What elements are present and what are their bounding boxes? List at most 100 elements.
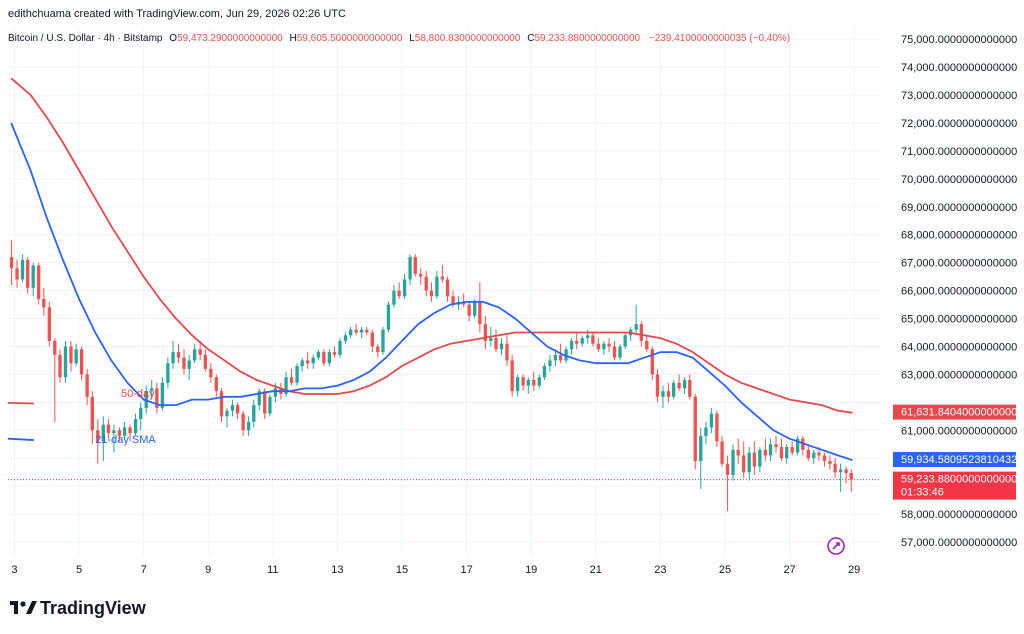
change-value: −239.4100000000035 (−0.40%) — [649, 33, 790, 44]
open-label: O — [169, 33, 177, 44]
y-tick-label: 75,000.0000000000000 — [901, 34, 1017, 46]
countdown-text: 01:33:46 — [901, 487, 944, 499]
candle-body — [704, 427, 708, 436]
x-tick-label: 3 — [11, 564, 17, 576]
candle-body — [838, 469, 843, 473]
candle-body — [768, 444, 773, 456]
low-label: L — [409, 33, 415, 44]
candle-body — [187, 360, 191, 369]
candle-body — [31, 265, 35, 288]
y-tick-label: 73,000.0000000000000 — [901, 90, 1017, 102]
candle-body — [440, 276, 445, 280]
candle-body — [682, 380, 687, 389]
candle-body — [521, 377, 525, 386]
candle-body — [424, 276, 428, 291]
tradingview-logo-text: TradingView — [40, 598, 147, 618]
candle-body — [553, 354, 558, 361]
candle-body — [790, 447, 794, 453]
x-tick-label: 13 — [331, 564, 343, 576]
candle-body — [392, 290, 396, 305]
candle-body — [295, 366, 299, 383]
y-tick-label: 69,000.0000000000000 — [901, 202, 1017, 214]
sma50-tag — [893, 404, 1016, 420]
close-value: 59,233.8800000000000 — [534, 33, 640, 44]
candle-body — [580, 338, 584, 344]
x-tick-label: 21 — [590, 564, 602, 576]
candle-body — [666, 391, 671, 397]
close-label: C — [527, 33, 534, 44]
candle-body — [784, 447, 789, 459]
candle-body — [343, 335, 348, 341]
candle-body — [586, 335, 590, 339]
candle-body — [268, 396, 272, 414]
candle-body — [483, 324, 488, 341]
sma21-tag — [893, 452, 1016, 468]
candle-body — [117, 430, 122, 436]
tradingview-logo-mark — [10, 601, 37, 614]
candle-body — [300, 360, 304, 367]
candle-body — [171, 352, 175, 364]
high-value: 59,605.5000000000000 — [297, 33, 403, 44]
candle-body — [273, 388, 278, 397]
open-value: 59,473.2900000000000 — [177, 33, 283, 44]
candle-body — [435, 276, 439, 297]
symbol-title: Bitcoin / U.S. Dollar · 4h · Bitstamp — [8, 33, 163, 44]
x-tick-label: 11 — [267, 564, 278, 576]
candle-body — [747, 452, 751, 473]
candle-body — [602, 343, 606, 350]
candle-body — [74, 349, 78, 364]
candle-body — [542, 366, 547, 378]
candle-body — [671, 382, 676, 397]
x-tick-label: 25 — [719, 564, 731, 576]
x-tick-label: 23 — [654, 564, 666, 576]
candle-body — [79, 349, 84, 375]
candle-body — [198, 349, 202, 355]
time-axis[interactable]: 3 5 7 9 11 13 15 17 19 21 23 25 27 29 — [11, 564, 860, 576]
candle-body — [639, 324, 643, 341]
candle-body — [623, 335, 627, 347]
y-tick-label: 74,000.0000000000000 — [901, 62, 1017, 74]
candle-body — [365, 329, 369, 333]
candle-body — [139, 407, 143, 420]
candle-body — [413, 257, 417, 274]
candle-body — [817, 452, 821, 456]
candle-body — [661, 391, 665, 397]
candle-body — [650, 349, 654, 375]
candle-body — [9, 257, 14, 269]
candle-body — [122, 427, 127, 436]
y-tick-label: 67,000.0000000000000 — [901, 258, 1017, 270]
candle-body — [193, 349, 197, 361]
sma21-label: 21-day SMA — [95, 434, 156, 446]
alert-icon[interactable] — [827, 537, 845, 555]
tradingview-logo: TradingView — [10, 598, 147, 618]
sma21-line — [10, 122, 853, 462]
candle-body — [779, 447, 784, 459]
sma21-line-left-segment — [7, 437, 34, 441]
candle-body — [801, 438, 805, 450]
candle-body — [515, 377, 520, 392]
candle-body — [473, 301, 477, 316]
candle-body — [677, 382, 681, 389]
candle-body — [316, 352, 321, 358]
y-tick-label: 70,000.0000000000000 — [901, 174, 1017, 186]
candle-body — [812, 452, 816, 459]
candle-body — [774, 444, 778, 448]
sma21-tag-text: 59,934.5809523810432 — [901, 454, 1017, 466]
y-tick-label: 63,000.0000000000000 — [901, 369, 1017, 381]
price-axis[interactable]: 57,000.0000000000000 58,000.0000000000000… — [901, 34, 1017, 549]
candle-body — [69, 346, 73, 364]
last-price-tag — [893, 471, 1016, 500]
candle-body — [510, 360, 514, 392]
candle-body — [241, 413, 245, 431]
candle-body — [96, 430, 100, 442]
candle-body — [429, 290, 434, 297]
candle-body — [844, 469, 848, 473]
candle-body — [720, 441, 724, 464]
candle-body — [322, 352, 326, 364]
candle-body — [494, 338, 498, 350]
candle-body — [569, 340, 574, 350]
x-tick-label: 19 — [525, 564, 537, 576]
moving-average-labels: 50-day 21-day SMA — [95, 388, 156, 446]
candle-body — [478, 301, 482, 325]
candle-body — [235, 405, 240, 414]
